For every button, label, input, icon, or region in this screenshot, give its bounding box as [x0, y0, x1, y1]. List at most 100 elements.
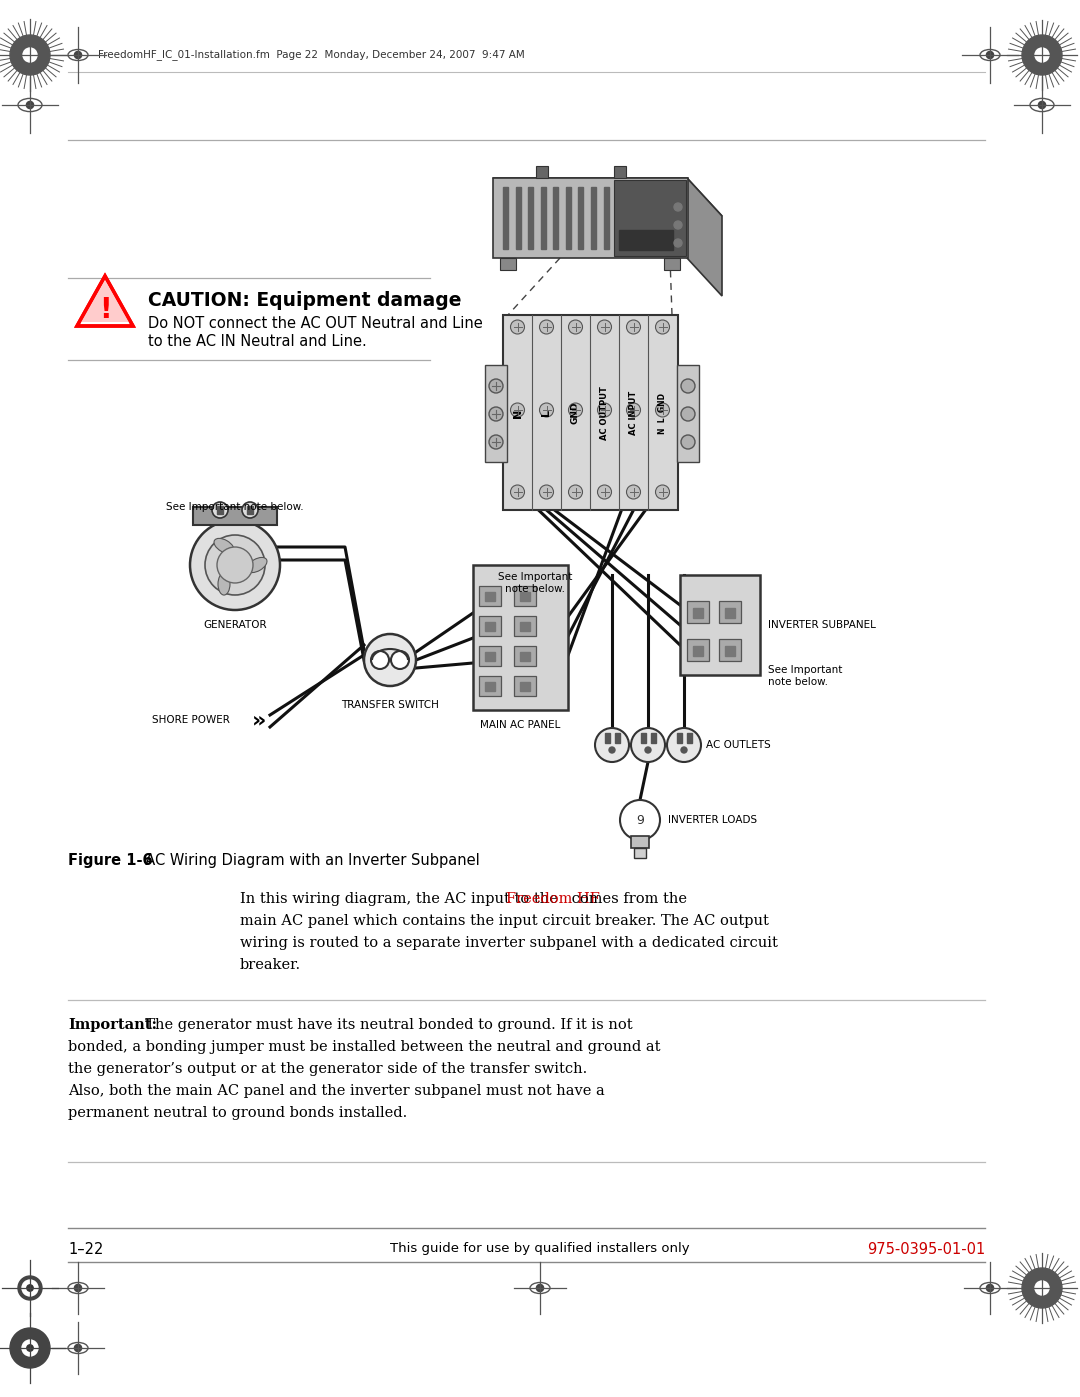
Ellipse shape	[218, 573, 230, 595]
Circle shape	[597, 485, 611, 499]
Bar	[519, 622, 530, 631]
Bar	[541, 187, 545, 249]
Circle shape	[540, 402, 554, 416]
Bar	[485, 365, 507, 462]
Circle shape	[364, 634, 416, 686]
Circle shape	[242, 502, 258, 518]
Circle shape	[568, 320, 582, 334]
Text: AC Wiring Diagram with an Inverter Subpanel: AC Wiring Diagram with an Inverter Subpa…	[136, 854, 480, 868]
Circle shape	[568, 485, 582, 499]
Circle shape	[75, 1344, 82, 1352]
Text: to the AC IN Neutral and Line.: to the AC IN Neutral and Line.	[148, 334, 367, 349]
Bar	[591, 187, 596, 249]
Circle shape	[667, 728, 701, 761]
Text: INVERTER LOADS: INVERTER LOADS	[669, 814, 757, 826]
Circle shape	[10, 35, 50, 75]
Circle shape	[674, 203, 681, 211]
Circle shape	[489, 407, 503, 420]
Circle shape	[626, 320, 640, 334]
Circle shape	[540, 320, 554, 334]
Circle shape	[656, 402, 670, 416]
Circle shape	[511, 485, 525, 499]
Text: N  L  GND: N L GND	[658, 393, 667, 433]
Circle shape	[489, 434, 503, 448]
Bar	[687, 601, 708, 623]
Bar	[725, 645, 735, 657]
Bar	[485, 652, 495, 661]
Circle shape	[27, 1345, 33, 1351]
Circle shape	[372, 651, 389, 669]
Circle shape	[511, 320, 525, 334]
Circle shape	[18, 1275, 42, 1301]
Circle shape	[595, 728, 629, 761]
Bar	[719, 601, 741, 623]
Circle shape	[597, 320, 611, 334]
Circle shape	[609, 747, 615, 753]
Circle shape	[217, 548, 253, 583]
Text: CAUTION: Equipment damage: CAUTION: Equipment damage	[148, 291, 461, 310]
Text: This guide for use by qualified installers only: This guide for use by qualified installe…	[390, 1242, 690, 1255]
Ellipse shape	[247, 557, 267, 573]
Bar	[676, 733, 681, 743]
Bar	[613, 166, 625, 177]
Circle shape	[681, 434, 696, 448]
Circle shape	[626, 485, 640, 499]
Text: !: !	[98, 296, 111, 324]
Polygon shape	[77, 277, 133, 326]
Ellipse shape	[190, 520, 280, 610]
Text: wiring is routed to a separate inverter subpanel with a dedicated circuit: wiring is routed to a separate inverter …	[240, 936, 778, 950]
Bar	[480, 676, 501, 696]
Bar	[480, 585, 501, 606]
Circle shape	[681, 379, 696, 393]
Bar	[680, 576, 760, 675]
Circle shape	[986, 1284, 994, 1292]
Text: See Important
note below.: See Important note below.	[768, 665, 842, 686]
Text: breaker.: breaker.	[240, 958, 301, 972]
Bar	[515, 187, 521, 249]
Bar	[604, 187, 608, 249]
Polygon shape	[687, 177, 723, 296]
Text: GENERATOR: GENERATOR	[203, 620, 267, 630]
Text: N: N	[513, 408, 523, 418]
Circle shape	[75, 1284, 82, 1292]
Bar	[615, 733, 620, 743]
Bar	[514, 585, 536, 606]
Bar	[719, 638, 741, 661]
Text: 975-0395-01-01: 975-0395-01-01	[867, 1242, 985, 1257]
Bar	[217, 506, 222, 514]
Text: main AC panel which contains the input circuit breaker. The AC output: main AC panel which contains the input c…	[240, 914, 769, 928]
Bar	[650, 733, 656, 743]
Circle shape	[681, 407, 696, 420]
Text: The generator must have its neutral bonded to ground. If it is not: The generator must have its neutral bond…	[136, 1018, 633, 1032]
Circle shape	[656, 320, 670, 334]
Bar	[528, 187, 534, 249]
Bar	[631, 835, 649, 848]
Bar	[687, 733, 691, 743]
Bar	[613, 180, 686, 256]
Circle shape	[22, 1280, 38, 1296]
Text: MAIN AC PANEL: MAIN AC PANEL	[480, 719, 561, 731]
Text: Also, both the main AC panel and the inverter subpanel must not have a: Also, both the main AC panel and the inv…	[68, 1084, 605, 1098]
Bar	[664, 258, 680, 270]
Bar	[640, 733, 646, 743]
Circle shape	[540, 485, 554, 499]
Text: AC OUTPUT: AC OUTPUT	[600, 386, 609, 440]
Text: TRANSFER SWITCH: TRANSFER SWITCH	[341, 700, 438, 710]
Circle shape	[674, 239, 681, 247]
Ellipse shape	[214, 538, 234, 553]
Circle shape	[1035, 1281, 1049, 1295]
Bar	[605, 733, 609, 743]
Bar	[519, 592, 530, 601]
Bar	[247, 506, 253, 514]
Bar	[579, 187, 583, 249]
Bar	[485, 592, 495, 601]
Text: the generator’s output or at the generator side of the transfer switch.: the generator’s output or at the generat…	[68, 1062, 588, 1076]
Polygon shape	[81, 279, 129, 321]
Circle shape	[26, 102, 33, 109]
Polygon shape	[492, 177, 723, 217]
Text: AC OUTLETS: AC OUTLETS	[706, 740, 771, 750]
Bar	[514, 645, 536, 666]
Circle shape	[631, 728, 665, 761]
Text: Important:: Important:	[68, 1018, 157, 1032]
Bar	[485, 682, 495, 692]
